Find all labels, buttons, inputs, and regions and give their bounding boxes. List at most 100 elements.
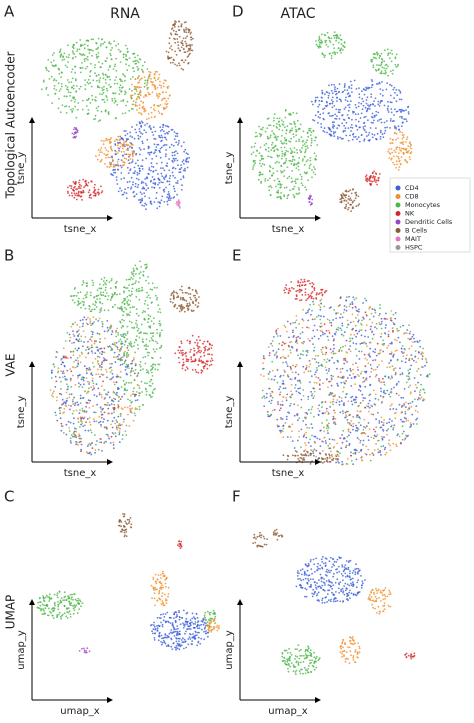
cell-point [75, 188, 77, 191]
cell-point [110, 333, 113, 336]
column-title: ATAC [280, 6, 315, 22]
cell-point [88, 452, 91, 455]
cell-point [137, 61, 140, 64]
cell-point [80, 335, 83, 338]
cell-point [290, 368, 293, 371]
cell-point [312, 343, 314, 345]
cell-point [343, 404, 345, 406]
cell-point [278, 409, 281, 412]
cell-point [272, 336, 275, 338]
cell-point [135, 312, 138, 315]
cell-point [357, 369, 359, 371]
cell-point [191, 44, 193, 46]
cell-point [339, 136, 341, 139]
cell-point [122, 314, 124, 317]
cell-point [285, 129, 288, 132]
cell-point [98, 86, 101, 89]
cell-point [370, 436, 373, 439]
cell-point [294, 341, 297, 343]
cell-point [279, 391, 282, 394]
cell-point [344, 99, 347, 101]
cell-point [355, 348, 357, 350]
cell-point [131, 136, 134, 139]
cell-point [177, 204, 180, 207]
cell-point [131, 83, 133, 86]
cell-point [178, 310, 181, 313]
cell-point [141, 204, 144, 207]
cell-point [383, 383, 386, 386]
cell-point [188, 49, 191, 52]
cell-point [115, 179, 118, 181]
cell-point [126, 69, 129, 72]
cell-point [298, 188, 301, 191]
cell-point [156, 104, 159, 107]
cell-point [180, 340, 183, 343]
cell-point [83, 341, 86, 343]
cell-point [79, 397, 82, 400]
cell-point [318, 45, 321, 48]
cell-point [125, 58, 127, 61]
cell-point [174, 135, 177, 138]
cell-point [295, 363, 298, 366]
cell-point [268, 371, 271, 373]
cell-point [394, 91, 396, 94]
cell-point [111, 97, 114, 100]
cell-point [85, 356, 87, 359]
cell-point [131, 326, 133, 329]
cell-point [290, 367, 292, 370]
cell-point [259, 159, 261, 162]
cell-point [165, 153, 167, 156]
cell-point [95, 53, 98, 56]
cell-point [118, 426, 120, 429]
cell-point [179, 296, 182, 299]
cell-point [197, 335, 200, 338]
cell-point [395, 126, 397, 129]
cell-point [416, 417, 419, 420]
cell-point [399, 92, 402, 94]
cell-point [291, 423, 294, 426]
cell-point [363, 370, 366, 373]
cell-point [385, 324, 387, 326]
cell-point [89, 368, 92, 371]
cell-point [131, 400, 134, 403]
cell-point [285, 342, 287, 345]
cell-point [151, 395, 153, 398]
cell-point [103, 153, 106, 155]
cell-point [152, 348, 155, 351]
cell-point [279, 357, 282, 359]
cell-point [169, 61, 172, 64]
cell-point [291, 430, 293, 432]
cell-point [330, 384, 333, 387]
cell-point [366, 109, 368, 112]
cell-point [121, 395, 123, 398]
cell-point [373, 179, 376, 182]
cell-point [304, 412, 307, 414]
cell-point [138, 86, 140, 89]
cell-point [417, 397, 420, 399]
cell-point [314, 96, 317, 99]
cell-point [392, 356, 395, 358]
cell-point [329, 447, 332, 450]
cell-point [371, 136, 374, 139]
cell-point [83, 186, 85, 189]
cell-point [330, 450, 332, 453]
cell-point [138, 336, 141, 339]
cell-point [85, 183, 88, 186]
cell-point [119, 89, 121, 91]
cell-point [317, 362, 320, 364]
cell-point [72, 47, 75, 50]
cell-point [150, 78, 152, 80]
cell-point [47, 94, 49, 96]
cell-point [124, 75, 127, 78]
cell-point [58, 376, 61, 379]
cell-point [357, 113, 360, 115]
cell-point [362, 126, 365, 128]
cell-point [407, 369, 410, 372]
cell-point [382, 94, 384, 97]
cell-point [302, 319, 305, 322]
cell-point [354, 104, 357, 106]
cell-point [310, 137, 313, 140]
cell-point [51, 54, 54, 56]
cell-point [145, 189, 148, 191]
cell-point [351, 403, 354, 406]
